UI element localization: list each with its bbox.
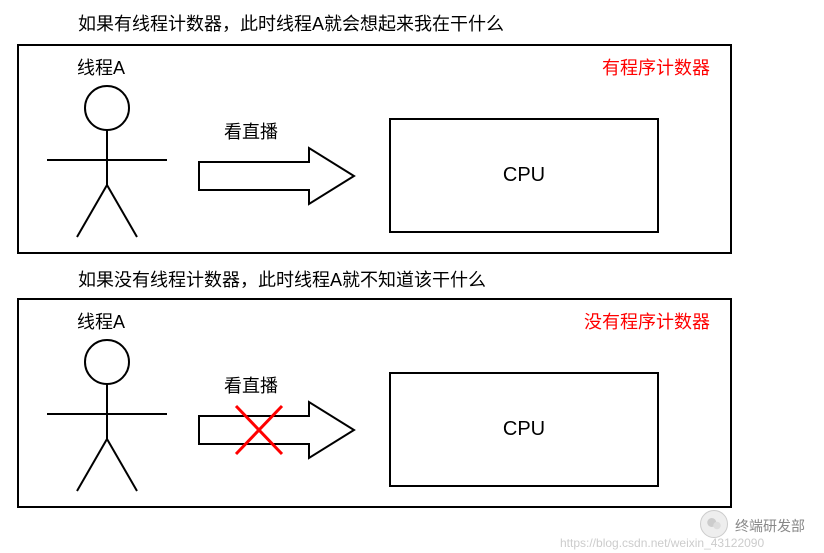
watermark-brand: 终端研发部: [735, 516, 805, 536]
cpu-label: CPU: [503, 164, 545, 187]
thread-a-label-2: 线程A: [77, 308, 125, 334]
panel-without-counter: 线程A 没有程序计数器 看直播 CPU: [17, 298, 732, 508]
wechat-logo-icon: [700, 510, 728, 538]
arrow-crossed-icon: [194, 400, 364, 460]
cpu-box: CPU: [389, 118, 659, 233]
stick-figure-icon: [37, 82, 177, 252]
cpu-box-2: CPU: [389, 372, 659, 487]
cpu-label-2: CPU: [503, 418, 545, 441]
thread-a-label: 线程A: [77, 54, 125, 80]
arrow-label-watch: 看直播: [224, 118, 278, 144]
panel-with-counter: 线程A 有程序计数器 看直播 CPU: [17, 44, 732, 254]
watermark-url: https://blog.csdn.net/weixin_43122090: [560, 536, 764, 550]
no-counter-label: 没有程序计数器: [584, 308, 710, 334]
caption-with-counter: 如果有线程计数器，此时线程A就会想起来我在干什么: [78, 10, 504, 36]
has-counter-label: 有程序计数器: [602, 54, 710, 80]
caption-without-counter: 如果没有线程计数器，此时线程A就不知道该干什么: [78, 266, 486, 292]
arrow-icon: [194, 146, 364, 206]
arrow-label-watch-2: 看直播: [224, 372, 278, 398]
stick-figure-icon-2: [37, 336, 177, 506]
